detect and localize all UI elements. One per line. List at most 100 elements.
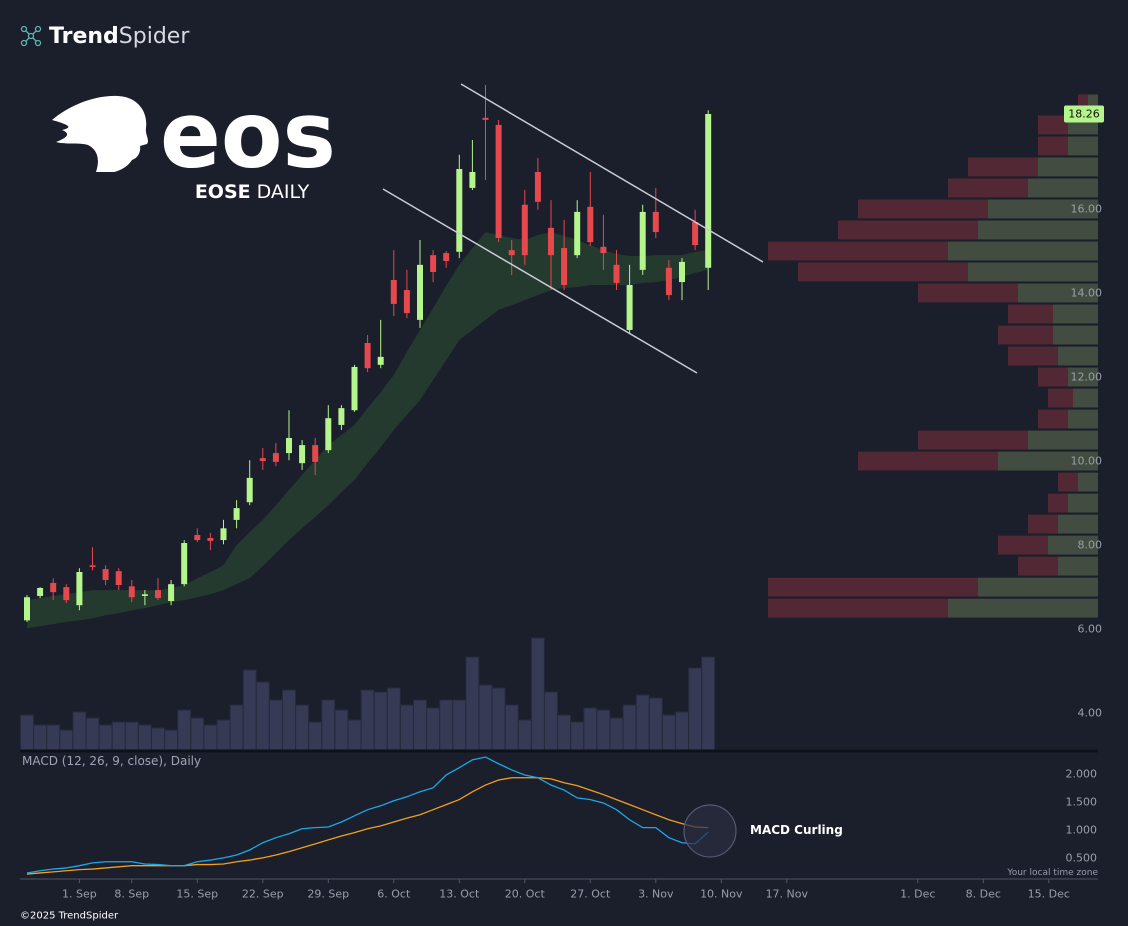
- volume-bar: [360, 689, 375, 751]
- candle-body: [613, 264, 620, 283]
- candle-body: [639, 211, 646, 270]
- candle-body: [469, 171, 476, 188]
- profile-up: [1058, 346, 1098, 366]
- profile-up: [948, 598, 1098, 618]
- candle-body: [181, 543, 188, 585]
- profile-down: [1018, 556, 1058, 576]
- y-tick-label: 6.00: [1078, 623, 1103, 636]
- volume-bar: [688, 667, 703, 751]
- candle-body: [521, 204, 528, 256]
- profile-down: [768, 241, 948, 261]
- y-tick-label: 12.00: [1071, 371, 1103, 384]
- volume-bar: [321, 699, 336, 751]
- candle-body: [665, 267, 672, 296]
- x-tick-label: 13. Oct: [439, 888, 480, 901]
- x-tick-label: 6. Oct: [377, 888, 411, 901]
- volume-bar: [426, 707, 441, 751]
- profile-up: [978, 577, 1098, 597]
- profile-down: [1028, 514, 1058, 534]
- volume-bar: [229, 704, 244, 751]
- macd-title: MACD (12, 26, 9, close), Daily: [22, 754, 201, 768]
- candle-body: [115, 571, 122, 586]
- x-tick-label: 10. Nov: [700, 888, 743, 901]
- brand-icon: [20, 25, 42, 47]
- candle-body: [89, 565, 96, 567]
- candle-body: [259, 458, 266, 462]
- profile-up: [1068, 493, 1098, 513]
- x-tick-label: 17. Nov: [766, 888, 809, 901]
- channel-upper-line: [460, 83, 764, 263]
- profile-down: [1008, 304, 1053, 324]
- y-tick-label: 16.00: [1071, 202, 1103, 215]
- logo-wordmark: eos: [160, 82, 336, 189]
- volume-bar: [517, 719, 532, 751]
- volume-bar: [452, 699, 467, 751]
- candle-body: [705, 113, 712, 268]
- volume-bar: [635, 694, 650, 751]
- volume-bar: [98, 724, 113, 751]
- profile-up: [998, 451, 1098, 471]
- profile-down: [1038, 409, 1068, 429]
- profile-down: [858, 451, 998, 471]
- volume-bar: [295, 704, 310, 751]
- macd-tick-label: 1.000: [1066, 823, 1098, 836]
- x-tick-label: 3. Nov: [638, 888, 674, 901]
- candle-body: [351, 366, 358, 411]
- candle-body: [246, 477, 253, 503]
- x-tick-label: 22. Sep: [242, 888, 284, 901]
- subtitle: EOSE DAILY: [195, 181, 310, 203]
- volume-bar: [151, 727, 165, 751]
- candle-body: [207, 537, 214, 541]
- profile-up: [1058, 514, 1098, 534]
- x-tick-label: 15. Sep: [176, 888, 218, 901]
- profile-up: [988, 199, 1098, 219]
- volume-bar: [557, 714, 572, 751]
- volume-bar: [583, 707, 598, 751]
- volume-bar: [675, 711, 689, 751]
- profile-down: [998, 535, 1048, 555]
- volume-bar: [465, 656, 480, 751]
- volume-bar: [373, 691, 388, 751]
- candle-body: [508, 250, 515, 256]
- candle-body: [286, 437, 292, 454]
- copyright: ©2025 TrendSpider: [20, 911, 119, 922]
- brand-name: TrendSpider: [49, 24, 190, 49]
- volume-profile: [768, 94, 1098, 618]
- volume-bar: [46, 724, 61, 751]
- candle-body: [443, 253, 450, 262]
- candle-body: [220, 528, 227, 541]
- volume-bar: [530, 637, 545, 751]
- last-price-label: 18.26: [1068, 107, 1100, 120]
- candle-body: [548, 227, 554, 256]
- x-tick-label: 29. Sep: [307, 888, 349, 901]
- brand-bold: Trend: [49, 24, 119, 49]
- signal-line: [26, 777, 709, 875]
- candle-body: [482, 117, 489, 120]
- volume-bar: [72, 711, 87, 751]
- volume-bar: [504, 704, 519, 751]
- x-tick-label: 1. Dec: [900, 888, 935, 901]
- brand-light: Spider: [119, 24, 191, 49]
- volume-bar: [399, 704, 414, 751]
- candle-body: [272, 453, 279, 462]
- period: DAILY: [257, 181, 310, 203]
- macd-tick-label: 0.500: [1066, 851, 1098, 864]
- x-tick-label: 8. Dec: [966, 888, 1001, 901]
- annotation: MACD Curling: [750, 823, 843, 837]
- profile-up: [1018, 283, 1098, 303]
- candle-body: [679, 261, 685, 283]
- volume-bar: [85, 717, 100, 751]
- volume-bar: [478, 684, 493, 751]
- profile-up: [978, 220, 1098, 240]
- profile-up: [1053, 304, 1098, 324]
- ticker: EOSE: [195, 181, 251, 203]
- candle-body: [141, 594, 148, 596]
- candle-body: [194, 535, 201, 541]
- candle-body: [325, 418, 332, 451]
- volume-bar: [661, 714, 676, 751]
- candle-body: [24, 597, 30, 621]
- volume-bar: [701, 656, 716, 751]
- candle-body: [233, 508, 240, 520]
- profile-down: [858, 199, 988, 219]
